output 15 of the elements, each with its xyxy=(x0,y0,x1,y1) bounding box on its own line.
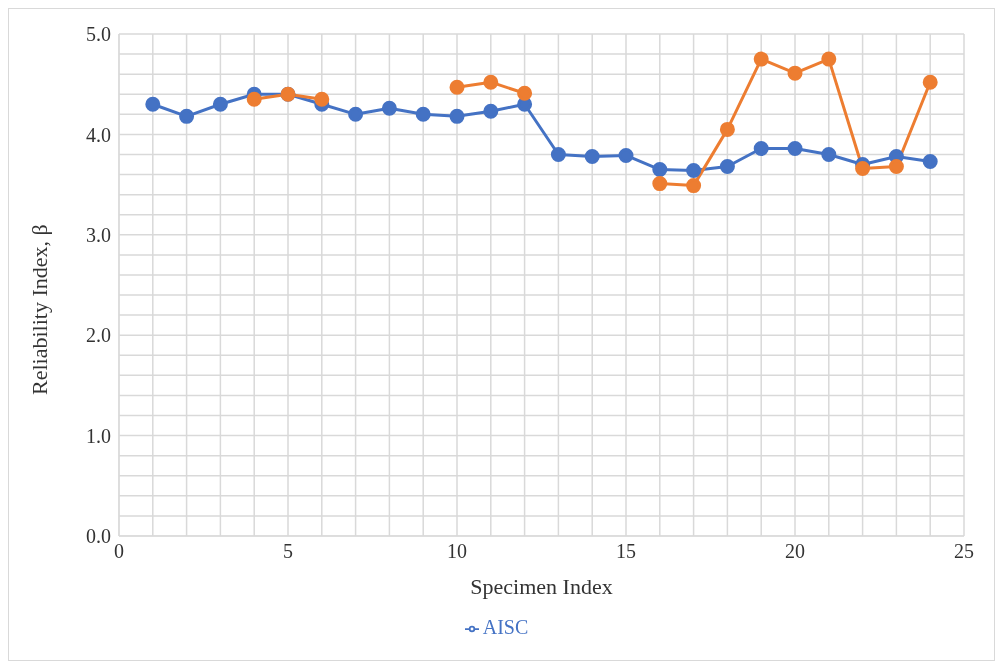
y-tick-label: 5.0 xyxy=(86,23,111,46)
y-tick-label: 2.0 xyxy=(86,324,111,347)
x-tick-label: 5 xyxy=(283,540,293,563)
y-tick-label: 3.0 xyxy=(86,223,111,246)
y-tick-label: 1.0 xyxy=(86,424,111,447)
y-axis-title: Reliability Index, β xyxy=(26,224,52,395)
x-tick-label: 0 xyxy=(114,540,124,563)
x-tick-label: 15 xyxy=(616,540,636,563)
x-tick-label: 25 xyxy=(954,540,974,563)
y-tick-label: 0.0 xyxy=(86,525,111,548)
y-tick-label: 4.0 xyxy=(86,123,111,146)
x-axis-title: Specimen Index xyxy=(470,574,613,599)
x-tick-label: 10 xyxy=(447,540,467,563)
x-tick-label: 20 xyxy=(785,540,805,563)
legend-label: AISC xyxy=(482,616,529,638)
